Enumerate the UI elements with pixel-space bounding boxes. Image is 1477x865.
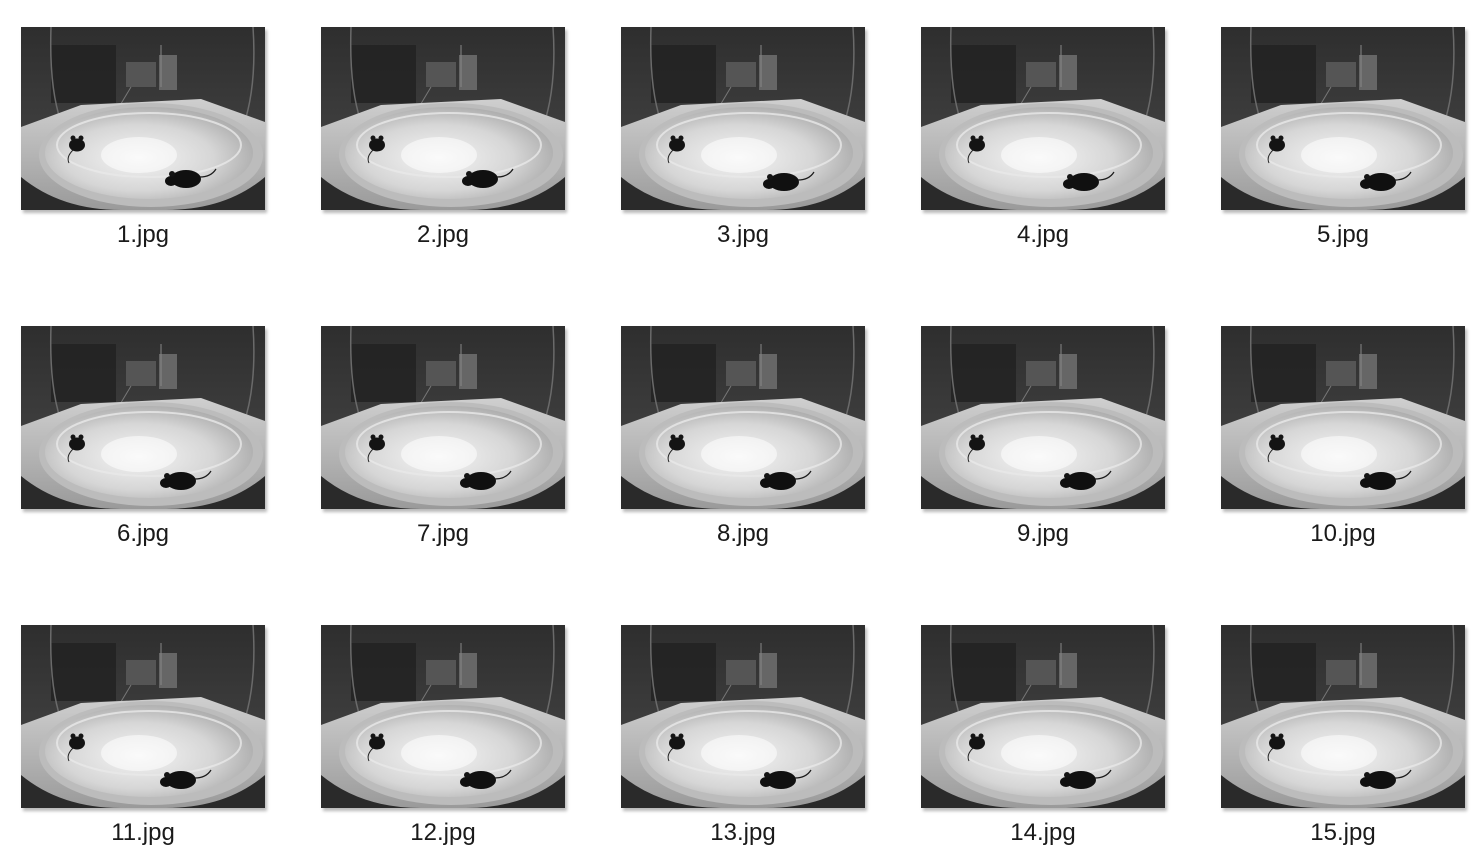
image-thumbnail[interactable] (921, 27, 1165, 210)
large-mouse-shape (462, 168, 514, 188)
arena-photo-svg (921, 625, 1165, 808)
small-mouse-shape (67, 135, 85, 164)
small-mouse-shape (67, 733, 85, 762)
small-mouse-shape (367, 135, 385, 164)
file-name-label: 6.jpg (116, 520, 170, 547)
image-thumbnail[interactable] (21, 27, 265, 210)
file-item[interactable]: 4.jpg (908, 27, 1168, 267)
image-thumbnail[interactable] (1221, 326, 1465, 509)
file-name-label: 1.jpg (116, 221, 170, 248)
file-item[interactable]: 5.jpg (1208, 27, 1468, 267)
large-mouse-shape (1360, 171, 1412, 191)
file-name-label: 8.jpg (716, 520, 770, 547)
large-mouse-shape (760, 769, 812, 789)
arena-photo-svg (21, 27, 265, 210)
large-mouse-shape (1060, 470, 1112, 490)
arena-photo-svg (1221, 27, 1465, 210)
large-mouse-shape (1360, 769, 1412, 789)
file-item[interactable]: 13.jpg (608, 625, 868, 865)
file-name-label: 9.jpg (1016, 520, 1070, 547)
large-mouse-shape (1360, 470, 1412, 490)
image-thumbnail[interactable] (1221, 27, 1465, 210)
arena-photo-svg (321, 27, 565, 210)
image-thumbnail[interactable] (321, 625, 565, 808)
arena-photo-svg (621, 326, 865, 509)
arena-photo-svg (1221, 326, 1465, 509)
image-thumbnail[interactable] (321, 326, 565, 509)
arena-photo-svg (621, 27, 865, 210)
file-name-label: 2.jpg (416, 221, 470, 248)
file-name-label: 15.jpg (1310, 819, 1376, 846)
small-mouse-shape (967, 733, 985, 762)
small-mouse-shape (667, 434, 685, 463)
file-item[interactable]: 9.jpg (908, 326, 1168, 566)
file-name-label: 11.jpg (111, 819, 175, 846)
file-item[interactable]: 3.jpg (608, 27, 868, 267)
file-item[interactable]: 15.jpg (1208, 625, 1468, 865)
file-item[interactable]: 10.jpg (1208, 326, 1468, 566)
arena-photo-svg (921, 27, 1165, 210)
arena-photo-svg (321, 326, 565, 509)
large-mouse-shape (160, 470, 212, 490)
large-mouse-shape (460, 470, 512, 490)
file-name-label: 10.jpg (1310, 520, 1376, 547)
large-mouse-shape (460, 769, 512, 789)
file-name-label: 12.jpg (410, 819, 476, 846)
file-name-label: 13.jpg (710, 819, 776, 846)
image-thumbnail[interactable] (621, 625, 865, 808)
arena-photo-svg (621, 625, 865, 808)
file-name-label: 7.jpg (416, 520, 470, 547)
arena-photo-svg (21, 625, 265, 808)
large-mouse-shape (1060, 769, 1112, 789)
file-name-label: 3.jpg (716, 221, 770, 248)
file-item[interactable]: 1.jpg (8, 27, 268, 267)
small-mouse-shape (1267, 434, 1285, 463)
image-thumbnail[interactable] (921, 326, 1165, 509)
image-thumbnail[interactable] (921, 625, 1165, 808)
large-mouse-shape (763, 171, 815, 191)
image-thumbnail[interactable] (321, 27, 565, 210)
file-item[interactable]: 12.jpg (308, 625, 568, 865)
large-mouse-shape (760, 470, 812, 490)
small-mouse-shape (667, 135, 685, 164)
file-item[interactable]: 2.jpg (308, 27, 568, 267)
file-name-label: 14.jpg (1010, 819, 1076, 846)
small-mouse-shape (667, 733, 685, 762)
large-mouse-shape (160, 769, 212, 789)
file-item[interactable]: 11.jpg (8, 625, 268, 865)
image-thumbnail[interactable] (21, 625, 265, 808)
file-item[interactable]: 6.jpg (8, 326, 268, 566)
image-thumbnail[interactable] (621, 326, 865, 509)
small-mouse-shape (1267, 733, 1285, 762)
image-thumbnail[interactable] (21, 326, 265, 509)
arena-photo-svg (1221, 625, 1465, 808)
arena-photo-svg (921, 326, 1165, 509)
file-item[interactable]: 8.jpg (608, 326, 868, 566)
small-mouse-shape (967, 434, 985, 463)
large-mouse-shape (1063, 171, 1115, 191)
arena-photo-svg (321, 625, 565, 808)
file-name-label: 4.jpg (1016, 221, 1070, 248)
image-thumbnail[interactable] (1221, 625, 1465, 808)
small-mouse-shape (367, 434, 385, 463)
small-mouse-shape (967, 135, 985, 164)
file-item[interactable]: 7.jpg (308, 326, 568, 566)
small-mouse-shape (1267, 135, 1285, 164)
small-mouse-shape (67, 434, 85, 463)
large-mouse-shape (165, 168, 217, 188)
arena-photo-svg (21, 326, 265, 509)
file-name-label: 5.jpg (1316, 221, 1370, 248)
file-item[interactable]: 14.jpg (908, 625, 1168, 865)
image-thumbnail[interactable] (621, 27, 865, 210)
small-mouse-shape (367, 733, 385, 762)
